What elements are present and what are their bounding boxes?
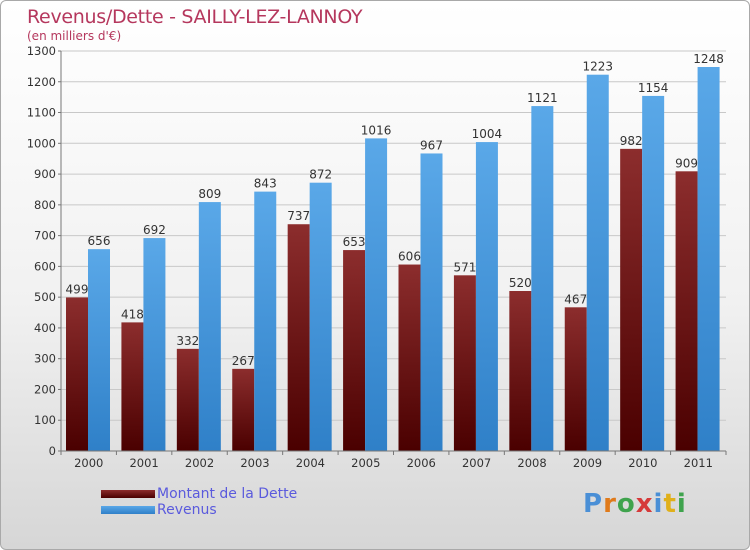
x-tick-label: 2005 — [351, 456, 380, 470]
bar-revenus — [254, 191, 277, 451]
y-tick-label: 800 — [34, 198, 56, 212]
bar-revenus — [88, 249, 110, 451]
bar-dette — [398, 264, 421, 451]
data-label-revenus: 692 — [143, 223, 166, 237]
data-label-revenus: 809 — [198, 187, 221, 201]
y-tick-label: 700 — [34, 229, 56, 243]
y-tick-label: 200 — [34, 382, 56, 396]
bar-revenus — [143, 238, 166, 451]
bar-dette — [176, 348, 199, 451]
data-label-revenus: 1016 — [361, 123, 392, 137]
bar-dette — [66, 297, 88, 451]
data-label-dette: 467 — [564, 292, 587, 306]
data-label-dette: 982 — [620, 134, 643, 148]
data-label-revenus: 1154 — [638, 81, 669, 95]
data-label-revenus: 656 — [88, 234, 111, 248]
data-label-dette: 909 — [675, 156, 698, 170]
data-label-dette: 653 — [343, 235, 366, 249]
x-tick-label: 2003 — [240, 456, 269, 470]
chart-subtitle: (en milliers d'€) — [27, 29, 122, 43]
proxiti-logo: Proxiti — [583, 489, 687, 519]
x-tick-label: 2000 — [74, 456, 103, 470]
bar-dette — [620, 148, 643, 451]
legend-swatch-revenus — [101, 506, 155, 514]
y-tick-label: 100 — [34, 413, 56, 427]
bar-revenus — [531, 106, 554, 452]
bar-dette — [343, 250, 366, 451]
legend-label-dette: Montant de la Dette — [157, 486, 298, 502]
data-label-dette: 571 — [453, 260, 476, 274]
data-label-dette: 606 — [398, 250, 421, 264]
x-tick-label: 2009 — [573, 456, 602, 470]
data-label-revenus: 1121 — [527, 91, 558, 105]
bar-dette — [564, 307, 587, 451]
bar-dette — [509, 291, 532, 451]
data-label-revenus: 1248 — [693, 52, 724, 66]
y-tick-label: 1200 — [27, 75, 56, 89]
legend-label-revenus: Revenus — [157, 502, 217, 518]
bar-revenus — [309, 182, 332, 451]
x-tick-label: 2008 — [517, 456, 546, 470]
bar-dette — [232, 368, 255, 451]
bar-revenus — [420, 153, 443, 451]
data-label-revenus: 967 — [420, 138, 443, 152]
y-tick-label: 1000 — [27, 136, 56, 150]
data-label-dette: 499 — [66, 282, 89, 296]
data-label-revenus: 1004 — [472, 127, 503, 141]
y-tick-label: 1100 — [27, 106, 56, 120]
data-label-dette: 332 — [176, 334, 199, 348]
bar-revenus — [198, 202, 221, 451]
x-tick-label: 2004 — [296, 456, 325, 470]
bar-revenus — [475, 142, 498, 452]
data-label-dette: 267 — [232, 354, 255, 368]
data-label-dette: 418 — [121, 307, 144, 321]
legend-swatch-dette — [101, 490, 155, 498]
y-tick-label: 0 — [49, 444, 56, 458]
chart-title: Revenus/Dette - SAILLY-LEZ-LANNOY — [27, 6, 363, 28]
bar-dette — [453, 275, 476, 451]
y-tick-label: 1300 — [27, 44, 56, 58]
bar-dette — [675, 171, 698, 452]
x-tick-label: 2010 — [628, 456, 657, 470]
bar-revenus — [697, 67, 720, 451]
data-label-revenus: 1223 — [582, 60, 613, 74]
data-label-revenus: 872 — [309, 168, 332, 182]
data-label-revenus: 843 — [254, 177, 277, 191]
y-tick-label: 300 — [34, 352, 56, 366]
x-tick-label: 2002 — [185, 456, 214, 470]
x-tick-label: 2001 — [129, 456, 158, 470]
y-tick-label: 600 — [34, 259, 56, 273]
y-tick-label: 500 — [34, 290, 56, 304]
y-tick-label: 400 — [34, 321, 56, 335]
bar-dette — [121, 322, 144, 451]
x-tick-label: 2007 — [462, 456, 491, 470]
x-tick-label: 2006 — [407, 456, 436, 470]
x-tick-label: 2011 — [684, 456, 713, 470]
bar-revenus — [642, 95, 665, 451]
data-label-dette: 737 — [287, 209, 310, 223]
bar-dette — [287, 224, 310, 451]
bar-revenus — [365, 138, 388, 451]
data-label-dette: 520 — [509, 276, 532, 290]
y-tick-label: 900 — [34, 167, 56, 181]
bar-revenus — [586, 74, 609, 451]
